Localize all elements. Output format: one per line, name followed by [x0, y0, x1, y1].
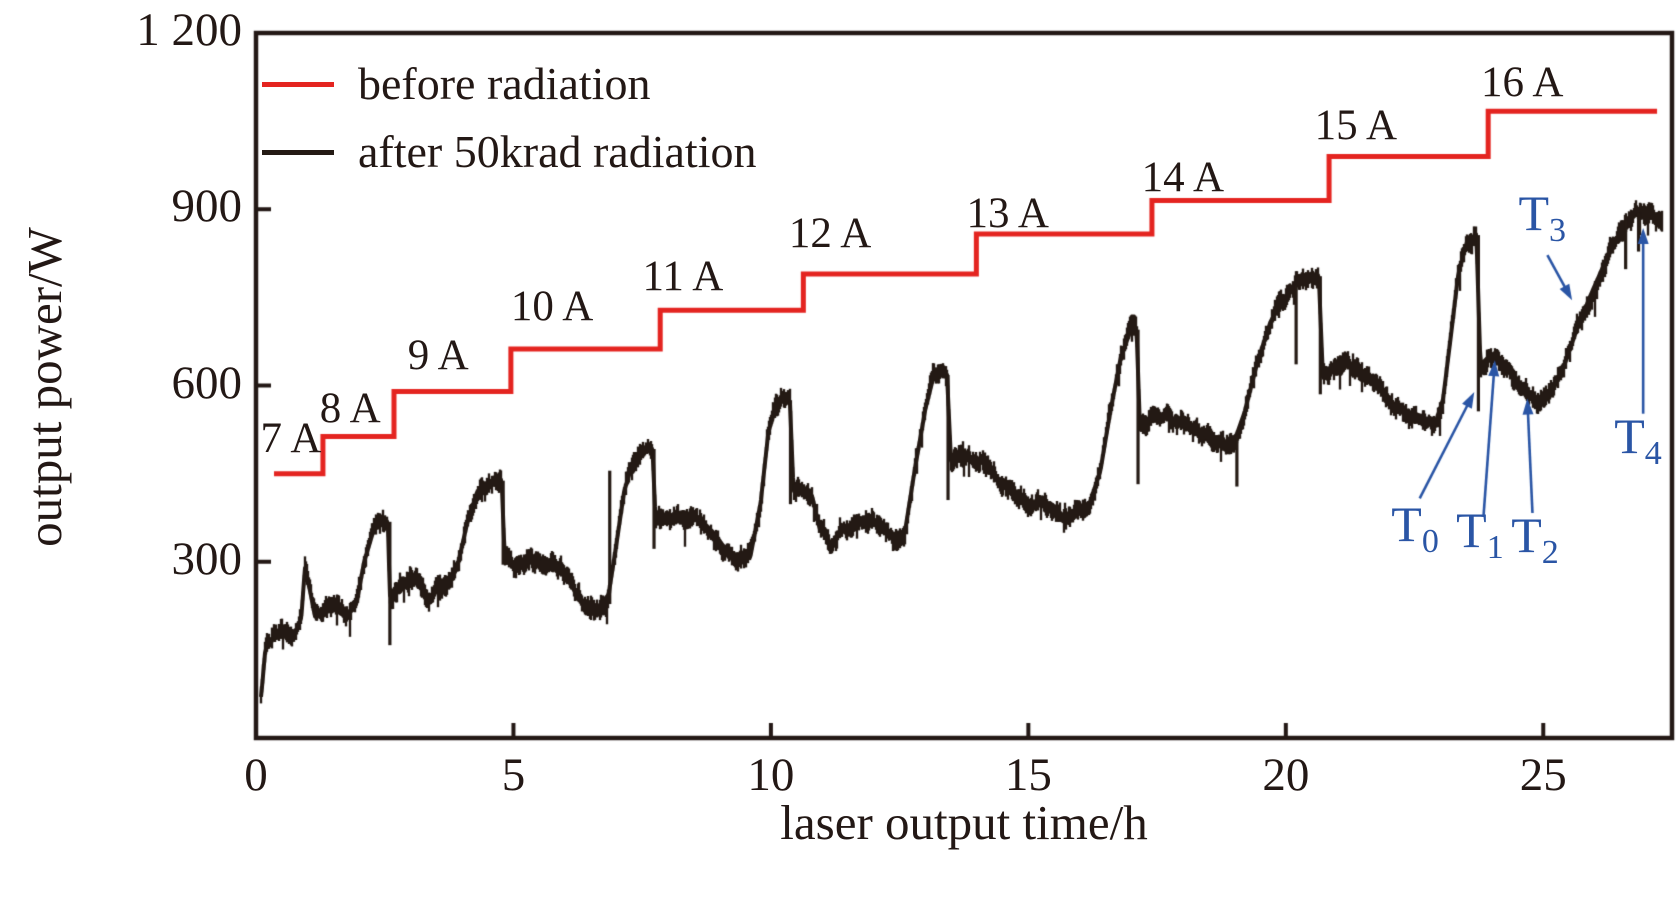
step-label-16A: 16 A: [1480, 58, 1564, 106]
step-label-14A: 14 A: [1141, 153, 1225, 201]
x-tick-label-25: 25: [1519, 749, 1567, 801]
legend-swatch-before-radiation: [262, 81, 334, 87]
x-tick-label-5: 5: [501, 749, 526, 801]
step-label-12A: 12 A: [788, 209, 872, 257]
y-tick-label-1200: 1 200: [136, 4, 242, 56]
x-axis-title: laser output time/h: [780, 795, 1148, 850]
x-tick-label-10: 10: [747, 749, 795, 801]
y-tick-label-300: 300: [171, 532, 243, 585]
annotation-label-T0: T0: [1391, 496, 1439, 561]
step-label-8A: 8 A: [319, 384, 381, 432]
annotation-label-T4: T4: [1614, 408, 1662, 473]
step-label-13A: 13 A: [966, 190, 1049, 238]
step-label-7A: 7 A: [260, 415, 322, 463]
step-label-15A: 15 A: [1314, 102, 1398, 150]
x-tick-label-0: 0: [244, 749, 268, 801]
legend-item-after: after 50krad radiation: [262, 128, 756, 176]
y-tick-label-900: 900: [171, 180, 243, 233]
y-tick-label-600: 600: [171, 356, 243, 409]
step-label-9A: 9 A: [407, 332, 469, 380]
annotation-label-T1: T1: [1456, 502, 1504, 567]
legend-item-before: before radiation: [262, 60, 650, 108]
annotation-label-T2: T2: [1511, 507, 1559, 571]
step-label-10A: 10 A: [510, 282, 594, 330]
annotation-label-T3: T3: [1518, 185, 1566, 250]
legend-label-before-radiation: before radiation: [358, 58, 651, 109]
legend-swatch-after-radiation: [262, 149, 334, 155]
legend-label-after-radiation: after 50krad radiation: [358, 126, 757, 177]
x-tick-label-15: 15: [1004, 749, 1052, 801]
step-label-11A: 11 A: [642, 252, 724, 300]
x-tick-label-20: 20: [1262, 749, 1310, 801]
